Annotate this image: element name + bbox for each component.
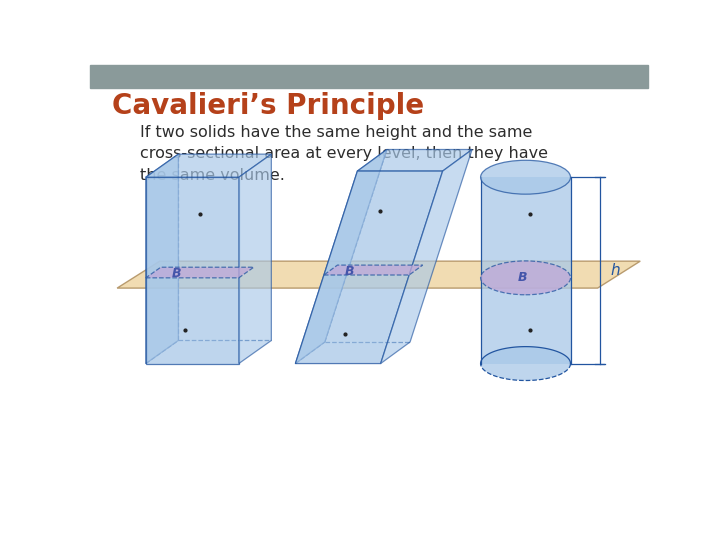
Ellipse shape <box>481 160 570 194</box>
Polygon shape <box>295 150 387 363</box>
Polygon shape <box>381 150 472 363</box>
Ellipse shape <box>481 347 570 381</box>
Polygon shape <box>145 154 179 363</box>
Polygon shape <box>295 171 443 363</box>
Text: B: B <box>518 271 527 285</box>
Text: Cavalieri’s Principle: Cavalieri’s Principle <box>112 92 424 120</box>
Polygon shape <box>324 265 423 275</box>
Ellipse shape <box>481 261 570 295</box>
Polygon shape <box>145 177 239 363</box>
Polygon shape <box>357 150 472 171</box>
Polygon shape <box>239 154 271 363</box>
Polygon shape <box>117 261 640 288</box>
Bar <box>90 65 648 87</box>
Polygon shape <box>145 154 271 177</box>
Text: h: h <box>611 263 621 278</box>
Polygon shape <box>145 267 253 278</box>
Text: If two solids have the same height and the same
cross-sectional area at every le: If two solids have the same height and t… <box>140 125 549 183</box>
Polygon shape <box>481 177 570 363</box>
Text: B: B <box>171 267 181 280</box>
Text: B: B <box>345 265 354 278</box>
